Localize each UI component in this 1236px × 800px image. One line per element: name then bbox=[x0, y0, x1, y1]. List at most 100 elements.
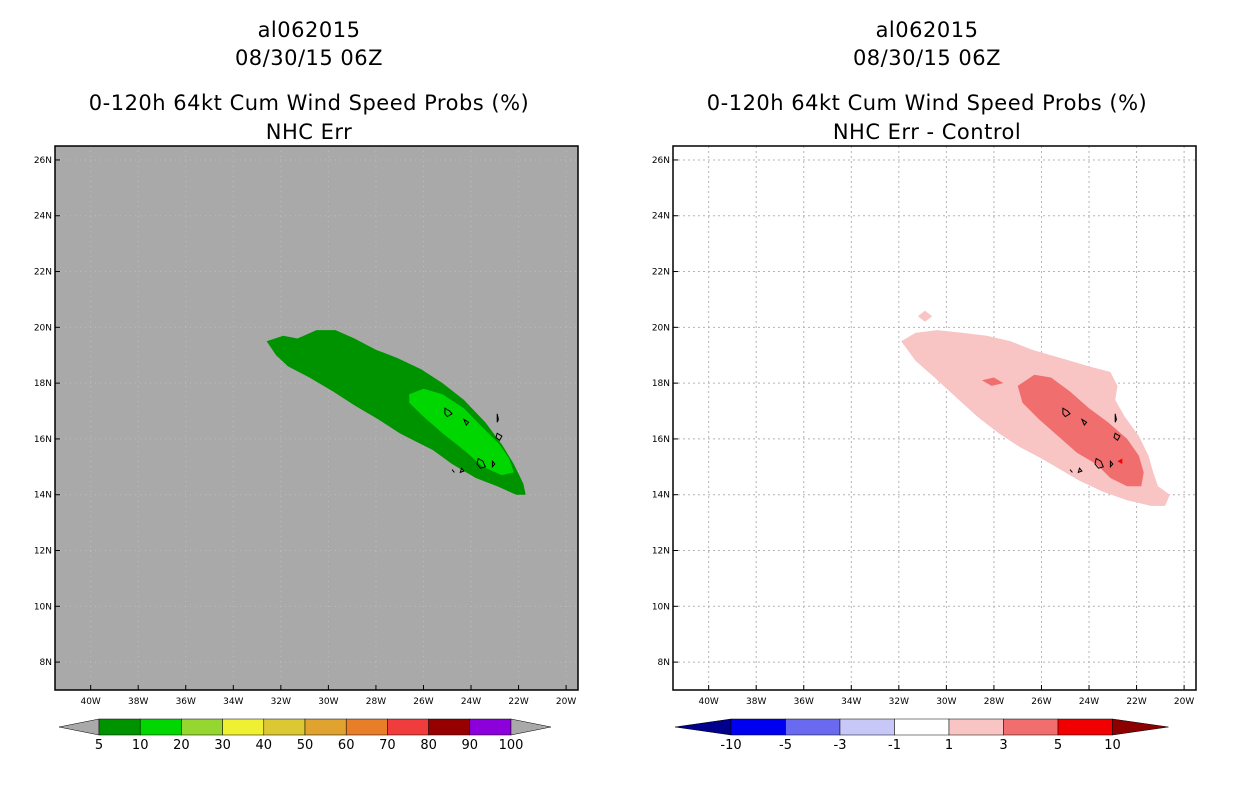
contour-5-10 bbox=[1117, 458, 1123, 464]
colorbar-label: 1 bbox=[945, 738, 953, 753]
y-tick-label: 16N bbox=[34, 435, 52, 445]
contour-10-20 bbox=[409, 388, 514, 476]
y-tick-label: 8N bbox=[40, 658, 52, 668]
x-tick-label: 22W bbox=[1126, 697, 1146, 707]
y-tick-label: 10N bbox=[34, 602, 52, 612]
colorbar-label: 3 bbox=[999, 738, 1007, 753]
colorbar-label: 30 bbox=[214, 738, 231, 753]
island-outline bbox=[1062, 407, 1071, 418]
x-tick-label: 24W bbox=[1079, 697, 1099, 707]
storm-id-right: al062015 bbox=[876, 18, 979, 42]
island-outline bbox=[451, 469, 455, 473]
x-tick-label: 24W bbox=[461, 697, 481, 707]
x-tick-label: 38W bbox=[128, 697, 148, 707]
colorbar-swatch bbox=[785, 718, 841, 736]
island-outline bbox=[1080, 418, 1088, 426]
island-outline bbox=[444, 407, 453, 418]
colorbar-swatch bbox=[894, 718, 950, 736]
y-tick-label: 24N bbox=[652, 212, 670, 222]
y-tick-label: 26N bbox=[652, 156, 670, 166]
x-tick-label: 26W bbox=[413, 697, 433, 707]
colorbar-swatch bbox=[730, 718, 786, 736]
contour-1-3 bbox=[917, 310, 933, 322]
x-tick-label: 40W bbox=[698, 697, 718, 707]
x-tick-label: 36W bbox=[794, 697, 814, 707]
contour-3-5 bbox=[982, 377, 1004, 386]
island-outline bbox=[491, 459, 496, 469]
colorbar-label: 90 bbox=[462, 738, 479, 753]
y-tick-label: 20N bbox=[652, 323, 670, 333]
subtitle-right: NHC Err - Control bbox=[833, 120, 1021, 144]
colorbar-arrow-low bbox=[58, 718, 100, 736]
colorbar-arrow-high bbox=[1112, 718, 1169, 736]
x-tick-label: 32W bbox=[889, 697, 909, 707]
colorbar-label: 70 bbox=[379, 738, 396, 753]
x-tick-label: 34W bbox=[223, 697, 243, 707]
island-outline bbox=[1069, 469, 1073, 473]
island-outline bbox=[1077, 467, 1083, 474]
x-tick-label: 28W bbox=[984, 697, 1004, 707]
x-tick-label: 36W bbox=[176, 697, 196, 707]
y-tick-label: 8N bbox=[658, 658, 670, 668]
colorbar-label: -3 bbox=[834, 738, 847, 753]
island-outline bbox=[459, 467, 465, 474]
y-tick-label: 14N bbox=[34, 491, 52, 501]
colorbar-label: -10 bbox=[720, 738, 741, 753]
y-tick-label: 18N bbox=[652, 379, 670, 389]
colorbar-swatch bbox=[263, 718, 306, 736]
y-tick-label: 26N bbox=[34, 156, 52, 166]
x-tick-label: 40W bbox=[80, 697, 100, 707]
colorbar-swatch bbox=[222, 718, 265, 736]
cape-verde-islands-left bbox=[444, 407, 503, 474]
colorbar-arrow-low bbox=[674, 718, 732, 736]
colorbar-swatch bbox=[387, 718, 429, 736]
colorbar-swatch bbox=[428, 718, 471, 736]
x-tick-label: 34W bbox=[841, 697, 861, 707]
y-tick-label: 12N bbox=[34, 547, 52, 557]
colorbar-arrow-high bbox=[510, 718, 552, 736]
island-outline bbox=[1113, 432, 1121, 442]
x-tick-label: 20W bbox=[1174, 697, 1194, 707]
y-tick-label: 10N bbox=[652, 602, 670, 612]
island-outline bbox=[495, 432, 503, 442]
plot-background-left bbox=[55, 146, 578, 690]
plot-frame-right bbox=[672, 145, 1197, 691]
contours-right bbox=[901, 310, 1170, 506]
y-tick-label: 16N bbox=[652, 435, 670, 445]
island-outline bbox=[1094, 457, 1104, 469]
colorbar-swatch bbox=[345, 718, 388, 736]
datetime-right: 08/30/15 06Z bbox=[853, 46, 1001, 70]
storm-id-left: al062015 bbox=[258, 18, 361, 42]
colorbar-label: 10 bbox=[1104, 738, 1121, 753]
colorbar-swatch bbox=[1003, 718, 1059, 736]
colorbar-label: 80 bbox=[420, 738, 437, 753]
colorbar-label: 100 bbox=[499, 738, 524, 753]
colorbar-swatch bbox=[181, 718, 223, 736]
cape-verde-islands-right bbox=[1062, 407, 1121, 474]
colorbar-label: 10 bbox=[132, 738, 149, 753]
x-tick-label: 38W bbox=[746, 697, 766, 707]
panel-nhc-err: al062015 08/30/15 06Z 0-120h 64kt Cum Wi… bbox=[34, 18, 579, 753]
island-outline bbox=[1109, 459, 1114, 469]
colorbar-swatch bbox=[469, 718, 512, 736]
colorbar-label: 60 bbox=[338, 738, 355, 753]
colorbar-label: 40 bbox=[256, 738, 273, 753]
y-tick-label: 14N bbox=[652, 491, 670, 501]
colorbar-swatch bbox=[304, 718, 347, 736]
island-outline bbox=[1114, 413, 1117, 423]
colorbar-swatch bbox=[98, 718, 141, 736]
y-tick-label: 24N bbox=[34, 212, 52, 222]
x-tick-label: 26W bbox=[1031, 697, 1051, 707]
x-tick-label: 20W bbox=[556, 697, 576, 707]
x-tick-label: 30W bbox=[318, 697, 338, 707]
colorbar-label: 5 bbox=[1054, 738, 1062, 753]
island-outline bbox=[462, 418, 470, 426]
subtitle-left: NHC Err bbox=[266, 120, 353, 144]
y-tick-label: 18N bbox=[34, 379, 52, 389]
x-tick-label: 22W bbox=[508, 697, 528, 707]
y-tick-label: 22N bbox=[34, 268, 52, 278]
colorbar-right: -10 -5 -3 -1 1 3 5 10 bbox=[674, 718, 1169, 753]
island-outline bbox=[476, 457, 486, 469]
colorbar-swatch bbox=[839, 718, 895, 736]
